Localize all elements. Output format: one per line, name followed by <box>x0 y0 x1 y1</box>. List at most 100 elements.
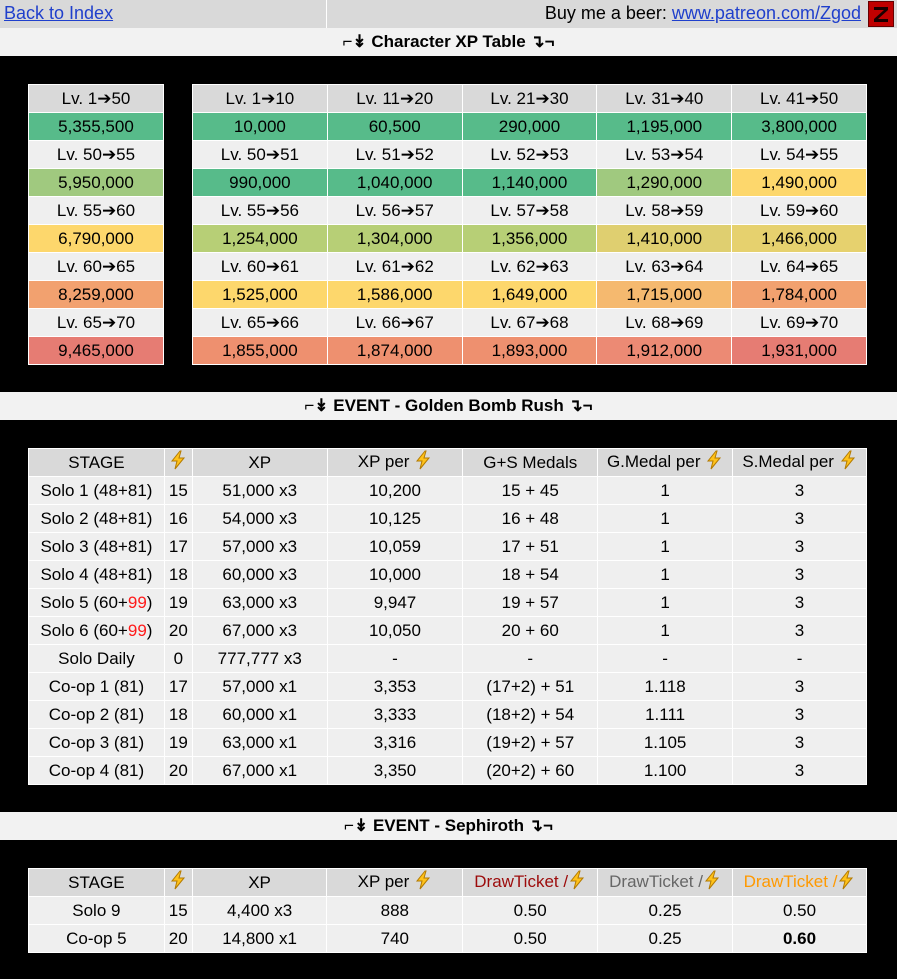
stage-xp: 60,000 x1 <box>191 700 328 729</box>
level-step-label: Lv. 41➔50 <box>731 84 867 113</box>
xp-level-value-row: 1,525,000 1,586,000 1,649,000 1,715,000 1,78… <box>192 280 867 309</box>
back-to-index-link[interactable]: Back to Index <box>4 3 114 23</box>
stamina-cost: 0 <box>163 644 193 673</box>
xp-per-label: XP per <box>357 451 410 471</box>
lightning-bolt-icon <box>839 450 857 475</box>
bomb-event-title: ⌐↡ EVENT - Golden Bomb Rush ↴¬ <box>0 392 897 420</box>
stage-name: Solo 9 <box>28 896 165 925</box>
medal-count: 18 + 54 <box>462 560 599 589</box>
stage-name: Co-op 1 (81) <box>28 672 165 701</box>
level-step-label: Lv. 53➔54 <box>596 140 733 169</box>
smedal-per-header: S.Medal per <box>732 448 867 477</box>
xp-level-label-row: Lv. 50➔51 Lv. 51➔52 Lv. 52➔53 Lv. 53➔54 Lv. … <box>192 140 867 169</box>
level-step-label: Lv. 67➔68 <box>461 308 598 337</box>
xp-level-label-row: Lv. 55➔56 Lv. 56➔57 Lv. 57➔58 Lv. 58➔59 Lv. … <box>192 196 867 225</box>
stamina-cost: 20 <box>163 616 193 645</box>
seph-stage-row: Co-op 5 20 14,800 x1 740 0.50 0.25 0.60 <box>28 924 867 953</box>
level-step-label: Lv. 51➔52 <box>326 140 463 169</box>
stamina-cost: 20 <box>163 924 193 953</box>
stage-xp: 54,000 x3 <box>191 504 328 533</box>
gmedal-per-label: G.Medal per <box>606 451 701 471</box>
silver-medal-per-stamina: 3 <box>732 700 867 729</box>
level-step-label: Lv. 64➔65 <box>731 252 867 281</box>
xp-total-value-row: 8,259,000 <box>28 280 164 309</box>
level-step-xp: 1,874,000 <box>326 336 463 365</box>
medal-count: (20+2) + 60 <box>462 756 599 785</box>
silver-medal-per-stamina: 3 <box>732 616 867 645</box>
level-step-label: Lv. 66➔67 <box>326 308 463 337</box>
xp-level-value-row: 1,254,000 1,304,000 1,356,000 1,410,000 1,46… <box>192 224 867 253</box>
silver-medal-per-stamina: 3 <box>732 728 867 757</box>
xp-per-header: XP per <box>326 868 464 897</box>
gold-medal-per-stamina: 1.111 <box>597 700 734 729</box>
ticket-red-header: DrawTicket / <box>462 868 599 897</box>
xp-total-value: 6,790,000 <box>28 224 164 253</box>
stage-xp: 67,000 x3 <box>191 616 328 645</box>
gold-medal-per-stamina: 1 <box>597 560 734 589</box>
medal-count: (18+2) + 54 <box>462 700 599 729</box>
medal-count: 17 + 51 <box>462 532 599 561</box>
xp-total-label-row: Lv. 65➔70 <box>28 308 164 337</box>
gold-medal-per-stamina: 1 <box>597 504 734 533</box>
medal-count: (17+2) + 51 <box>462 672 599 701</box>
level-step-label: Lv. 61➔62 <box>326 252 463 281</box>
xp-per-header: XP per <box>326 448 464 477</box>
level-range-label: Lv. 1➔50 <box>28 84 164 113</box>
stage-name-suffix: ) <box>146 620 153 640</box>
beer-text: Buy me a beer: <box>544 3 667 23</box>
level-step-xp: 10,000 <box>192 112 328 141</box>
xp-per-stamina: 3,333 <box>326 700 464 729</box>
stage-name: Co-op 2 (81) <box>28 700 165 729</box>
silver-medal-per-stamina: 3 <box>732 532 867 561</box>
level-range-label: Lv. 60➔65 <box>28 252 164 281</box>
level-step-xp: 3,800,000 <box>731 112 867 141</box>
lightning-bolt-icon <box>837 870 855 895</box>
silver-medal-per-stamina: 3 <box>732 756 867 785</box>
stamina-cost: 19 <box>163 728 193 757</box>
xp-total-label-row: Lv. 1➔50 <box>28 84 164 113</box>
seph-event-title: ⌐↡ EVENT - Sephiroth ↴¬ <box>0 812 897 840</box>
xp-per-stamina: 10,125 <box>326 504 464 533</box>
xp-header: XP <box>191 448 328 477</box>
medal-count: 20 + 60 <box>462 616 599 645</box>
level-step-label: Lv. 52➔53 <box>461 140 598 169</box>
stamina-cost: 17 <box>163 672 193 701</box>
silver-medal-per-stamina: - <box>732 644 867 673</box>
gold-medal-per-stamina: 1.105 <box>597 728 734 757</box>
stage-header: STAGE <box>28 448 165 477</box>
bomb-stage-row: Solo 2 (48+81) 16 54,000 x3 10,125 16 + 48 1 3 <box>28 504 867 533</box>
stamina-header <box>163 448 193 477</box>
lightning-bolt-icon <box>414 450 432 475</box>
xp-per-stamina: 3,350 <box>326 756 464 785</box>
level-step-xp: 1,893,000 <box>461 336 598 365</box>
stage-name: Solo 6 (60+99) <box>28 616 165 645</box>
bomb-stage-row: Co-op 3 (81) 19 63,000 x1 3,316 (19+2) + 57 1… <box>28 728 867 757</box>
level-range-label: Lv. 55➔60 <box>28 196 164 225</box>
silver-medal-per-stamina: 3 <box>732 560 867 589</box>
ticket-orange-rate: 0.50 <box>732 896 867 925</box>
smedal-per-label: S.Medal per <box>742 451 834 471</box>
ticket-grey-label: DrawTicket / <box>609 871 703 891</box>
level-range-label: Lv. 65➔70 <box>28 308 164 337</box>
lightning-bolt-icon <box>568 870 586 895</box>
zgod-logo-icon[interactable] <box>868 1 894 27</box>
level-step-xp: 1,304,000 <box>326 224 463 253</box>
level-step-label: Lv. 1➔10 <box>192 84 328 113</box>
stamina-cost: 17 <box>163 532 193 561</box>
lightning-bolt-icon <box>703 870 721 895</box>
bomb-stage-row: Solo 4 (48+81) 18 60,000 x3 10,000 18 + 54 1 3 <box>28 560 867 589</box>
xp-per-stamina: 9,947 <box>326 588 464 617</box>
gold-medal-per-stamina: 1.100 <box>597 756 734 785</box>
bomb-stage-row: Co-op 2 (81) 18 60,000 x1 3,333 (18+2) + 54 1… <box>28 700 867 729</box>
patreon-link[interactable]: www.patreon.com/Zgod <box>671 3 861 23</box>
top-bar: Back to Index Buy me a beer: www.patreon… <box>0 0 897 28</box>
level-step-xp: 1,195,000 <box>596 112 733 141</box>
xp-total-label-row: Lv. 50➔55 <box>28 140 164 169</box>
level-range-label: Lv. 50➔55 <box>28 140 164 169</box>
gmedal-per-header: G.Medal per <box>597 448 734 477</box>
medal-count: 15 + 45 <box>462 476 599 505</box>
xp-level-value-row: 10,000 60,500 290,000 1,195,000 3,800,000 <box>192 112 867 141</box>
xp-level-value-row: 990,000 1,040,000 1,140,000 1,290,000 1,490,… <box>192 168 867 197</box>
level-step-label: Lv. 50➔51 <box>192 140 328 169</box>
ticket-grey-header: DrawTicket / <box>597 868 734 897</box>
